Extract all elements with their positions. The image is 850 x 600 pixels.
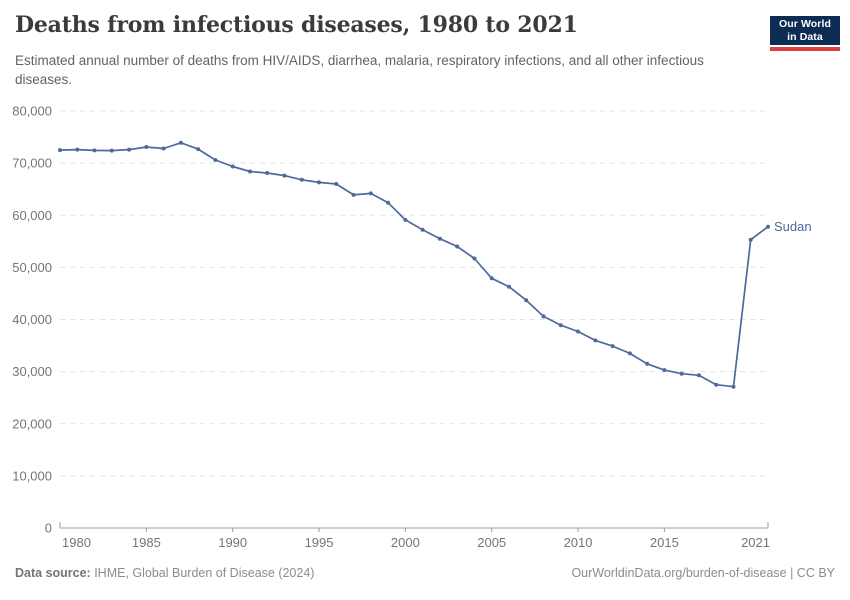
- data-point[interactable]: [334, 182, 339, 186]
- x-axis-tick-label: 2015: [650, 535, 679, 550]
- data-source-note: Data source: IHME, Global Burden of Dise…: [15, 566, 314, 580]
- data-point[interactable]: [541, 314, 546, 319]
- data-point[interactable]: [248, 169, 252, 174]
- data-point[interactable]: [645, 361, 650, 366]
- data-point[interactable]: [265, 171, 270, 175]
- data-point[interactable]: [731, 384, 736, 389]
- data-point[interactable]: [558, 323, 563, 328]
- y-axis-tick-label: 0: [45, 521, 52, 536]
- data-point[interactable]: [610, 344, 615, 349]
- data-point[interactable]: [403, 217, 408, 222]
- license-text: | CC BY: [786, 566, 835, 580]
- data-point[interactable]: [507, 284, 511, 289]
- data-point[interactable]: [230, 164, 235, 169]
- owid-logo-line2: in Data: [787, 30, 823, 43]
- data-point[interactable]: [696, 373, 701, 378]
- y-axis-tick-label: 70,000: [12, 156, 52, 171]
- data-point[interactable]: [437, 236, 442, 241]
- x-axis-tick-label: 2021: [741, 535, 770, 550]
- series-end-label: Sudan: [774, 219, 812, 234]
- data-point[interactable]: [627, 351, 632, 356]
- y-axis-tick-label: 60,000: [12, 208, 52, 223]
- data-point[interactable]: [455, 244, 460, 249]
- data-point[interactable]: [386, 200, 391, 205]
- data-point[interactable]: [472, 256, 477, 261]
- y-axis-tick-label: 30,000: [12, 364, 52, 379]
- y-axis-tick-label: 10,000: [12, 468, 52, 483]
- data-point[interactable]: [317, 180, 321, 185]
- owid-url-link[interactable]: OurWorldinData.org/burden-of-disease: [571, 566, 787, 580]
- x-axis-tick-label: 2010: [564, 535, 593, 550]
- data-point[interactable]: [144, 145, 149, 149]
- data-point[interactable]: [282, 173, 287, 178]
- chart-subtitle: Estimated annual number of deaths from H…: [15, 53, 704, 87]
- data-point[interactable]: [299, 177, 304, 182]
- data-point[interactable]: [109, 148, 114, 153]
- x-axis-tick-label: 1985: [132, 535, 161, 550]
- owid-logo-line1: Our World: [778, 18, 832, 30]
- data-point[interactable]: [524, 298, 529, 303]
- data-point[interactable]: [161, 146, 166, 151]
- data-source-label: Data source:: [15, 566, 91, 580]
- data-point[interactable]: [351, 192, 356, 197]
- data-point[interactable]: [489, 276, 494, 281]
- x-axis-tick-label: 1990: [218, 535, 247, 550]
- data-point[interactable]: [178, 140, 183, 145]
- x-axis-tick-label: 2005: [477, 535, 506, 550]
- data-point[interactable]: [75, 147, 80, 152]
- owid-logo-accent-bar: [770, 47, 840, 51]
- data-point[interactable]: [662, 368, 667, 373]
- series-line[interactable]: [59, 141, 769, 388]
- owid-logo[interactable]: Our World in Data: [770, 16, 840, 45]
- y-axis-tick-label: 40,000: [12, 312, 52, 327]
- data-point[interactable]: [714, 382, 719, 387]
- chart-title: Deaths from infectious diseases, 1980 to…: [15, 12, 578, 38]
- y-axis-tick-label: 20,000: [12, 416, 52, 431]
- x-axis-tick-label: 1995: [305, 535, 334, 550]
- data-point[interactable]: [576, 329, 580, 334]
- data-source-text: IHME, Global Burden of Disease (2024): [90, 566, 315, 580]
- data-point[interactable]: [58, 148, 62, 153]
- data-point[interactable]: [196, 147, 201, 152]
- y-axis-tick-label: 80,000: [12, 104, 52, 119]
- data-point[interactable]: [766, 224, 770, 229]
- data-point[interactable]: [368, 191, 373, 196]
- x-axis-tick-label: 1980: [62, 535, 91, 550]
- data-point[interactable]: [748, 237, 753, 242]
- x-axis-tick-label: 2000: [391, 535, 420, 550]
- data-point[interactable]: [593, 338, 598, 343]
- y-axis-tick-label: 50,000: [12, 260, 52, 275]
- data-point[interactable]: [127, 147, 132, 152]
- attribution-note: OurWorldinData.org/burden-of-disease | C…: [571, 566, 835, 580]
- data-point[interactable]: [679, 371, 684, 376]
- data-point[interactable]: [92, 148, 97, 153]
- data-point[interactable]: [213, 158, 218, 162]
- data-point[interactable]: [420, 227, 425, 232]
